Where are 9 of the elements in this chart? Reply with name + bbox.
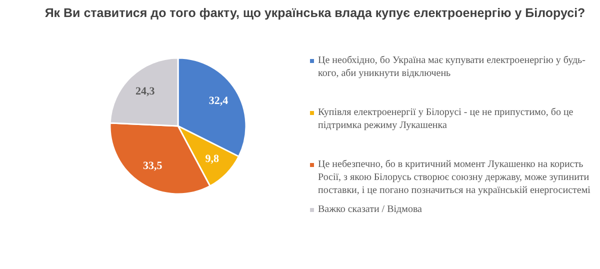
legend-label: Це небезпечно, бо в критичний момент Лукашенко на користь Росії, з якою Білорусь створює союзну державу, може зупинити поставки, і це погано позначиться на українській енергосистемі: [318, 158, 592, 197]
data-label: 32,4: [208, 94, 229, 107]
data-label: 9,8: [205, 153, 220, 166]
legend-label: Купівля електроенергії у Білорусі - це не припустимо, бо це підтримка режиму Лукашенка: [318, 106, 574, 132]
chart-title: Як Ви ставитися до того факту, що українська влада купує електроенергію у Білорусі?: [44, 6, 586, 20]
legend-label: Це необхідно, бо Україна має купувати електроенергію у будь-кого, аби уникнути відключень: [318, 54, 586, 80]
legend-label: Важко сказати / Відмова: [318, 203, 422, 216]
data-label: 33,5: [142, 160, 163, 172]
data-label: 24,3: [135, 85, 156, 98]
